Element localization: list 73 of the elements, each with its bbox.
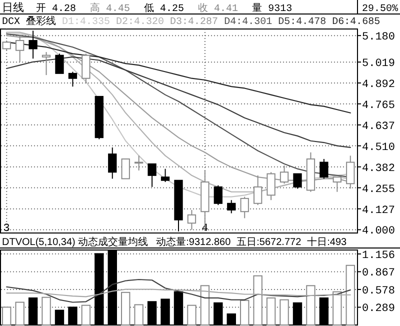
- candlestick: [16, 35, 24, 62]
- candlestick: [227, 200, 236, 214]
- x-tick-label: 4: [202, 223, 209, 235]
- candlestick: [42, 52, 51, 76]
- bar: [15, 302, 24, 326]
- text: D5:4.478: [278, 17, 326, 28]
- candlestick: [187, 209, 196, 230]
- y-tick-label: 4.765: [362, 100, 396, 112]
- text: 开 4.28: [36, 3, 76, 15]
- candlestick: [332, 176, 342, 192]
- text: D2:4.320: [116, 17, 164, 28]
- y-tick-label: 4.637: [362, 120, 396, 133]
- y-tick-label: 0.578: [362, 285, 396, 298]
- line-series: [6, 56, 351, 148]
- bar: [280, 299, 289, 326]
- x-tick-label: 3: [3, 223, 10, 235]
- bar: [332, 291, 342, 326]
- text: 29.50%: [362, 4, 398, 15]
- candlestick: [55, 53, 64, 74]
- bar: [121, 292, 130, 326]
- candlestick: [82, 53, 90, 84]
- y-tick-label: 0.867: [362, 268, 396, 280]
- text: 五日:5672.772: [236, 237, 302, 248]
- candlestick: [320, 158, 328, 180]
- line-series: [6, 288, 351, 298]
- bar: [42, 296, 51, 326]
- bar: [187, 304, 196, 326]
- bar: [346, 264, 355, 326]
- y-tick-label: 4.382: [362, 162, 396, 175]
- candlestick: [280, 165, 289, 184]
- candlestick: [214, 184, 222, 206]
- legend-title: DCX 叠彩线: [2, 15, 56, 28]
- y-tick-label: 5.180: [362, 32, 396, 44]
- y-tick-label: 4.127: [362, 204, 396, 217]
- text: 高 4.45: [90, 2, 130, 15]
- bar: [266, 297, 276, 326]
- candlestick: [2, 40, 11, 51]
- candlestick: [148, 163, 156, 188]
- candlestick: [108, 146, 117, 180]
- bar: [134, 304, 144, 326]
- text: 动态量:9312.860: [156, 236, 232, 248]
- y-tick-label: 4.255: [362, 184, 396, 196]
- text: 十日:493: [307, 236, 348, 248]
- candlestick: [68, 71, 78, 88]
- text: D6:4.685: [332, 17, 380, 28]
- text: D1:4.335: [62, 17, 110, 28]
- candlestick: [346, 155, 355, 190]
- bar: [2, 306, 12, 326]
- candlestick: [254, 174, 262, 206]
- text: 低 4.25: [144, 3, 184, 15]
- candlestick: [240, 196, 249, 219]
- bar: [306, 285, 316, 326]
- candlestick: [266, 172, 276, 201]
- chart-title: DTVOL(5,10,34) 动态成交量均线: [2, 236, 148, 248]
- line-series: [6, 278, 351, 303]
- y-tick-label: 4.510: [362, 142, 396, 154]
- candlestick: [160, 168, 170, 182]
- y-tick-label: 0.289: [362, 303, 396, 316]
- y-tick-label: 4.892: [362, 78, 396, 91]
- text: D3:4.287: [170, 17, 218, 28]
- y-tick-label: 5.019: [362, 58, 396, 70]
- bar: [81, 304, 91, 326]
- y-tick-label: 4.000: [362, 226, 396, 238]
- text: 量 9313: [252, 3, 292, 15]
- candlestick: [121, 158, 130, 180]
- bar: [253, 275, 262, 326]
- y-tick-label: 1.156: [362, 250, 396, 262]
- candlestick: [293, 173, 302, 190]
- text: 收 4.41: [198, 3, 238, 15]
- chart-title: 日线: [2, 1, 24, 15]
- bar: [200, 285, 210, 326]
- bar: [240, 300, 250, 326]
- text: D4:4.301: [224, 17, 272, 28]
